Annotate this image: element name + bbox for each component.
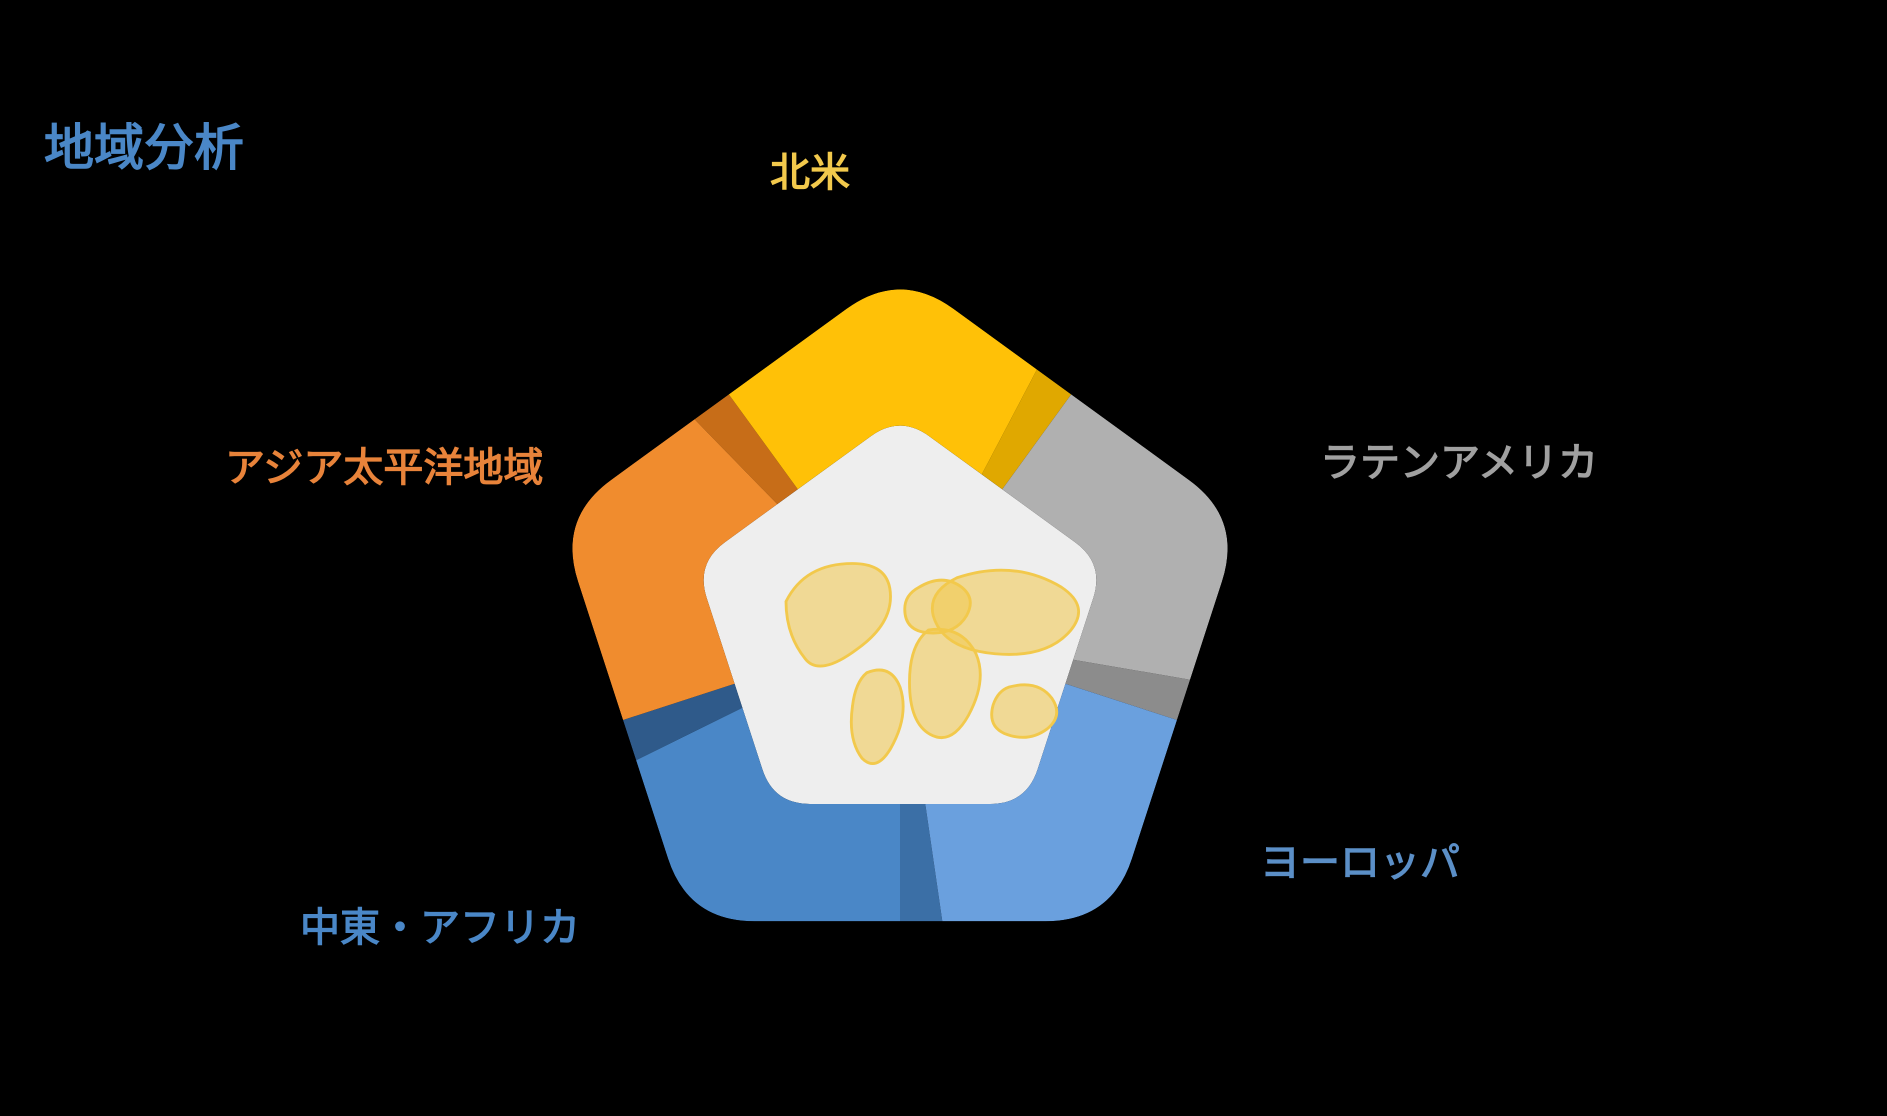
pentagon-diagram bbox=[0, 0, 1887, 1116]
